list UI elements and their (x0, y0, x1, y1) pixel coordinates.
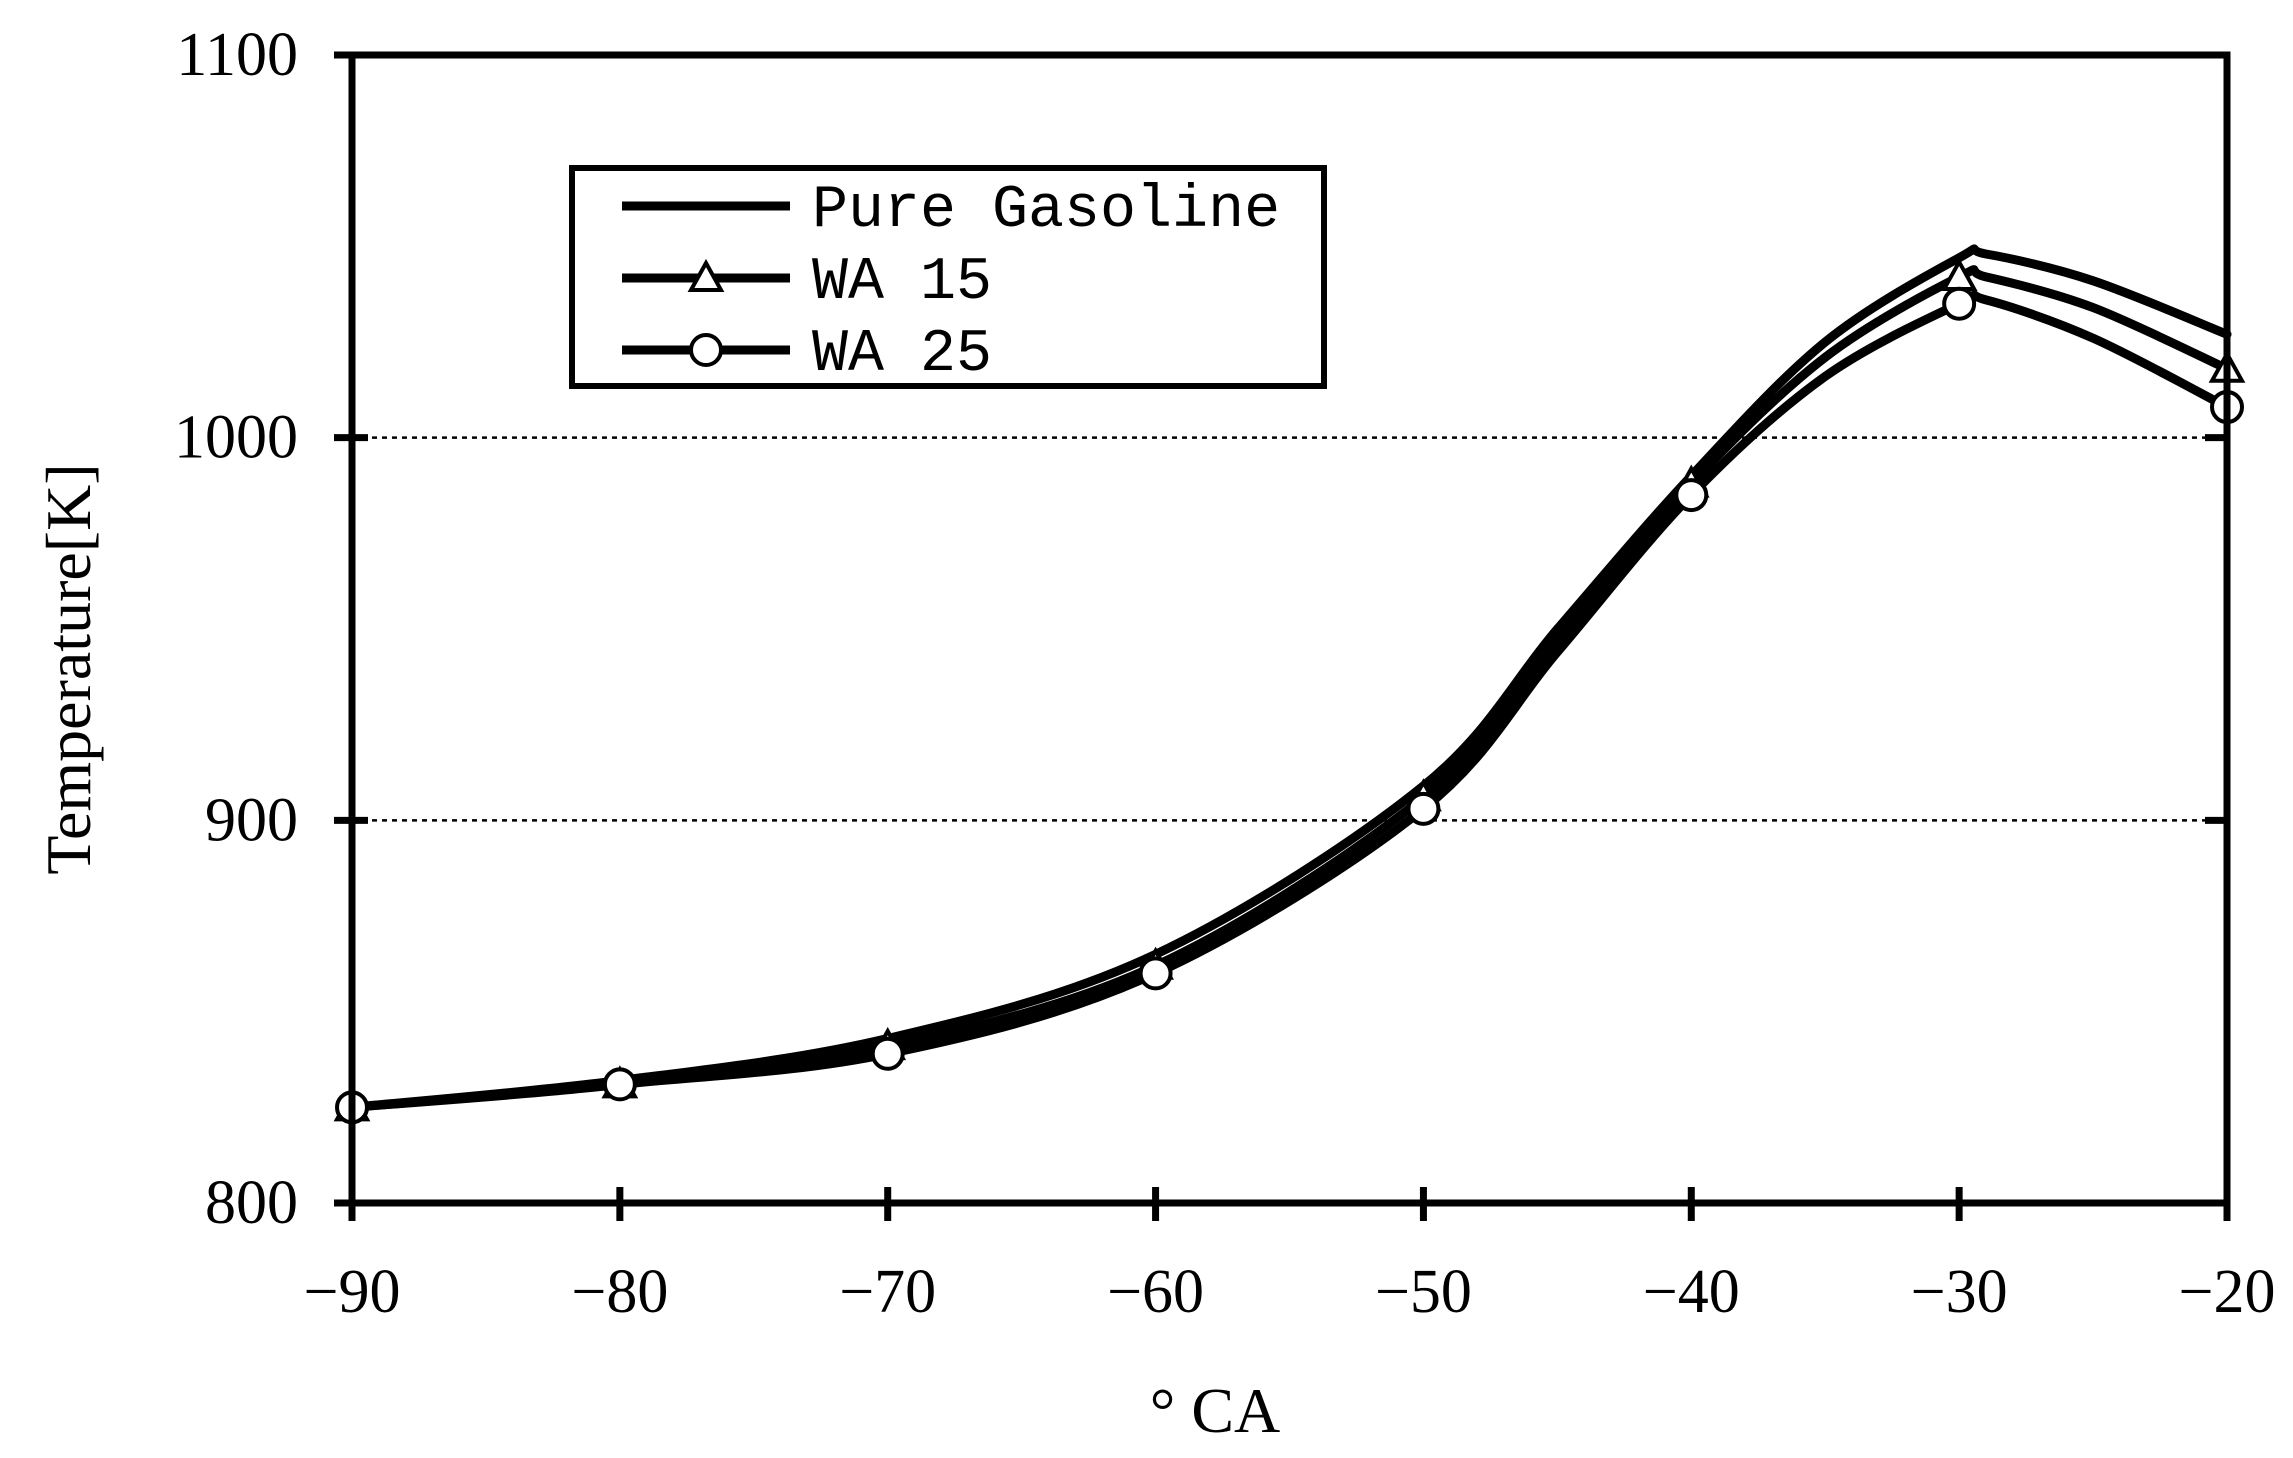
x-tick-label: −30 (1911, 1258, 2008, 1326)
data-point-wa-25 (602, 1067, 637, 1102)
legend-entry-pure-gasoline: Pure Gasoline (622, 177, 1280, 245)
legend-label: WA 25 (812, 321, 992, 389)
data-point-wa-25 (1674, 478, 1709, 513)
markers-layer (333, 257, 2246, 1125)
data-point-wa-25 (1138, 956, 1173, 991)
data-point-wa-25 (870, 1036, 905, 1071)
series-layer (347, 244, 2232, 1112)
series-line-wa-25 (347, 290, 2232, 1112)
series-line-pure-gasoline (347, 244, 2232, 1112)
axis-ticks (334, 51, 2231, 1221)
y-tick-label: 1100 (176, 21, 298, 89)
grid-lines (352, 436, 2227, 822)
legend-label: Pure Gasoline (812, 177, 1280, 245)
x-tick-labels: −90 −80 −70 −60 −50 −40 −30 −20 (304, 1258, 2276, 1326)
legend-marker (689, 333, 723, 367)
x-tick-label: −40 (1643, 1258, 1740, 1326)
x-tick-label: −20 (2179, 1258, 2276, 1326)
y-tick-label: 800 (205, 1169, 298, 1237)
legend-entry-wa-25: WA 25 (622, 321, 992, 389)
x-axis-title: ° CA (1150, 1375, 1281, 1446)
x-tick-label: −90 (304, 1258, 401, 1326)
plot-frame (348, 51, 2231, 1207)
series-line-wa-15 (347, 265, 2232, 1112)
x-tick-label: −80 (571, 1258, 668, 1326)
legend-marker (687, 258, 725, 292)
legend-label: WA 15 (812, 249, 992, 317)
y-tick-label: 900 (205, 786, 298, 854)
x-tick-label: −70 (839, 1258, 936, 1326)
x-tick-label: −60 (1107, 1258, 1204, 1326)
data-point-wa-25 (1406, 791, 1441, 826)
y-axis-title: Temperature[K] (33, 463, 104, 874)
x-tick-label: −50 (1375, 1258, 1472, 1326)
data-point-wa-25 (1942, 286, 1977, 321)
y-tick-labels: 800 900 1000 1100 (174, 21, 298, 1237)
legend-entry-wa-15: WA 15 (622, 249, 992, 317)
y-tick-label: 1000 (174, 404, 298, 472)
